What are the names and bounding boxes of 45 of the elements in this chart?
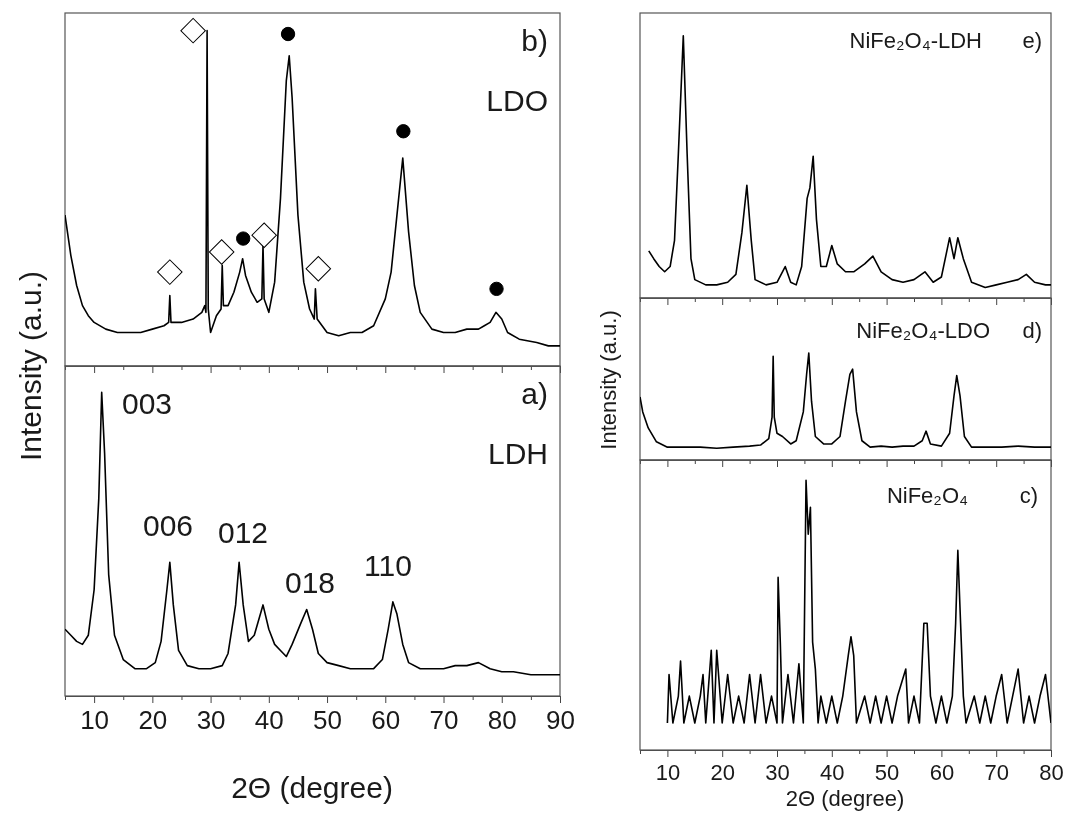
x-tick-label: 60 bbox=[371, 705, 401, 736]
x-tick-label: 80 bbox=[1039, 759, 1064, 785]
y-axis-title: Intensity (a.u.) bbox=[595, 310, 621, 450]
annotation: LDH bbox=[487, 436, 548, 470]
x-axis-title: 2Θ (degree) bbox=[785, 786, 905, 811]
y-axis-title: Intensity (a.u.) bbox=[13, 270, 47, 462]
x-tick-label: 50 bbox=[313, 705, 343, 736]
x-tick-label: 40 bbox=[820, 759, 845, 785]
x-tick-label: 20 bbox=[138, 705, 168, 736]
annotation: NiFe₂O₄-LDH bbox=[849, 27, 982, 53]
point bbox=[489, 281, 504, 297]
point bbox=[236, 231, 251, 246]
x-tick-label: 60 bbox=[929, 759, 955, 785]
chart-title: e) bbox=[1022, 27, 1042, 53]
annotation: 012 bbox=[217, 515, 269, 549]
point bbox=[208, 239, 235, 265]
point bbox=[396, 124, 411, 139]
x-tick-label: 70 bbox=[429, 705, 459, 736]
point bbox=[157, 259, 183, 285]
chart-title: c) bbox=[1019, 482, 1038, 508]
point bbox=[251, 222, 277, 248]
x-tick-label: 90 bbox=[546, 705, 575, 736]
annotation: 006 bbox=[142, 508, 194, 542]
x-tick-label: 30 bbox=[196, 705, 226, 736]
x-tick-label: 30 bbox=[765, 759, 790, 785]
x-tick-label: 40 bbox=[254, 705, 284, 736]
x-tick-label: 20 bbox=[710, 759, 735, 785]
point bbox=[305, 256, 332, 282]
x-tick-label: 50 bbox=[874, 759, 900, 785]
point bbox=[280, 26, 296, 42]
x-tick-label: 70 bbox=[984, 759, 1009, 785]
chart-title: b) bbox=[521, 23, 548, 57]
x-tick-label: 10 bbox=[80, 705, 110, 736]
x-tick-label: 80 bbox=[487, 705, 517, 736]
text: NiFe₂O₄-LDO bbox=[856, 317, 990, 343]
annotation: 018 bbox=[284, 565, 336, 599]
annotation: 003 bbox=[121, 386, 173, 420]
x-tick-label: 10 bbox=[655, 759, 681, 785]
point bbox=[180, 17, 206, 44]
chart-title: d) bbox=[1022, 317, 1042, 343]
annotation: NiFe₂O₄ bbox=[886, 482, 969, 508]
x-axis-title: 2Θ (degree) bbox=[231, 771, 393, 804]
annotation: LDO bbox=[486, 83, 548, 117]
annotation: 110 bbox=[364, 548, 412, 582]
chart-title: a) bbox=[521, 376, 548, 410]
